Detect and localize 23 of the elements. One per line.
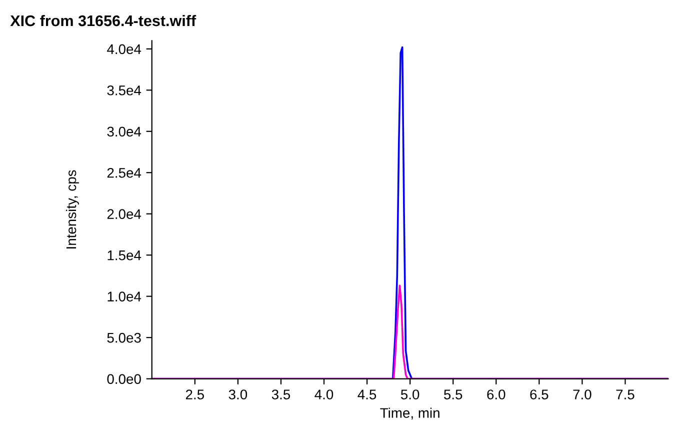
x-tick-label: 6.5 [530, 390, 548, 400]
x-tick-label: 5.0 [400, 390, 420, 400]
y-axis-title: Intensity, cps [66, 170, 79, 248]
x-tick-label: 7.5 [616, 390, 634, 400]
x-tick-label: 5.5 [444, 390, 462, 400]
y-tick-label: 3.0e4 [107, 126, 142, 137]
y-tick-label: 1.0e4 [108, 292, 142, 302]
x-axis-title: Time, min [380, 408, 440, 420]
x-tick-label: 3.0 [228, 390, 248, 400]
x-tick-label: 4.5 [358, 390, 376, 400]
y-tick-label: 0.0e0 [107, 374, 141, 384]
x-tick-label: 3.5 [272, 390, 290, 400]
chart-title: XIC from 31656.4-test.wiff [10, 14, 196, 26]
x-tick-label: 6.0 [487, 390, 506, 400]
y-tick-label: 3.5e4 [107, 85, 142, 96]
x-tick-label: 2.5 [186, 390, 204, 400]
y-tick-label: 1.5e4 [108, 250, 142, 260]
y-tick-label: 5.0e3 [107, 332, 141, 343]
x-tick-label: 4.0 [314, 390, 334, 400]
y-tick-label: 4.0e4 [107, 44, 142, 54]
x-tick-label: 7.0 [573, 390, 592, 400]
y-tick-label: 2.0e4 [107, 209, 142, 220]
y-tick-label: 2.5e4 [107, 168, 142, 178]
